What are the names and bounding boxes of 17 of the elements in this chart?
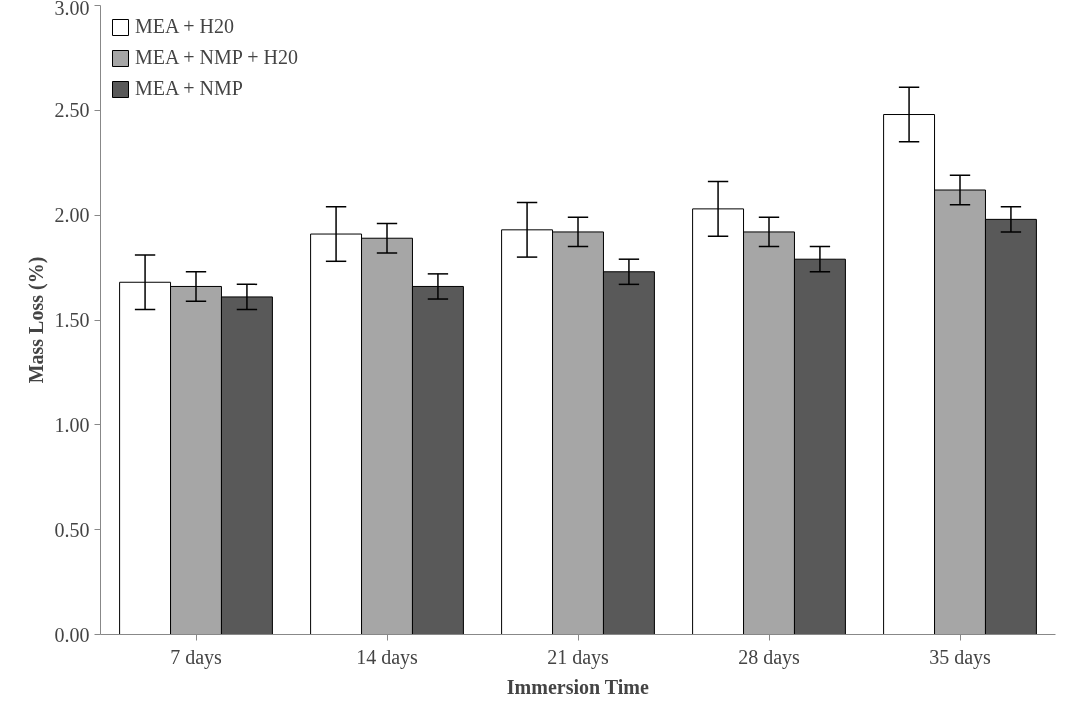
y-axis-title: Mass Loss (%) [24, 256, 48, 384]
x-tick-label: 35 days [929, 645, 992, 669]
y-tick-label: 1.50 [54, 309, 90, 331]
x-axis-title: Immersion Time [506, 675, 649, 698]
x-tick-label: 21 days [547, 645, 610, 669]
y-tick-label: 1.00 [54, 413, 90, 436]
y-tick-label: 3.00 [54, 0, 90, 19]
y-tick-label: 2.00 [54, 204, 90, 227]
y-tick-label: 0.50 [54, 518, 90, 541]
x-tick-label: 14 days [356, 645, 419, 669]
x-tick-label: 28 days [738, 645, 801, 669]
legend-label: MEA + NMP + H20 [135, 46, 298, 69]
x-tick-label: 7 days [170, 645, 223, 669]
y-tick-label: 0.00 [54, 623, 90, 646]
legend-label: MEA + H20 [135, 15, 235, 38]
legend-label: MEA + NMP [135, 77, 243, 100]
y-tick-label: 2.50 [54, 99, 90, 122]
